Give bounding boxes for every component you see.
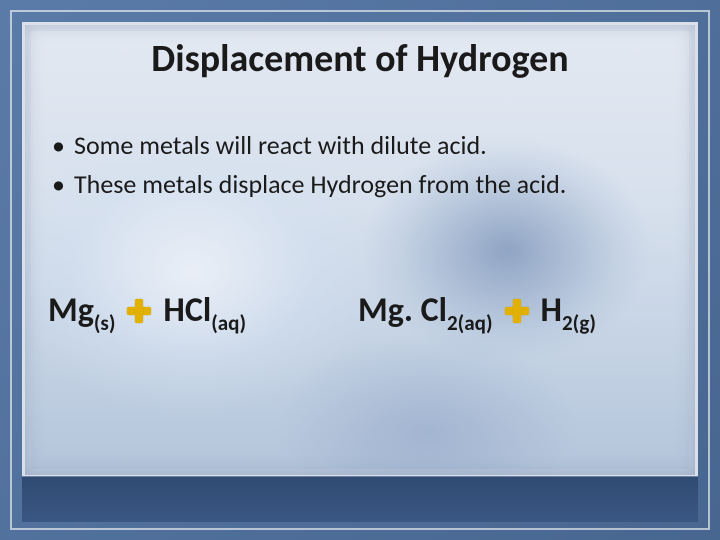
plus-icon [503,297,531,325]
bullet-list: Some metals will react with dilute acid.… [48,128,680,206]
reactant-1: Mg(s) [48,290,115,335]
content-background [22,22,698,478]
state-label: 2(aq) [447,310,493,336]
state-label: (s) [94,310,116,336]
reactant-2: HCl(aq) [163,290,246,335]
formula-text: Mg [48,290,94,331]
state-label: (aq) [211,310,246,336]
slide-title: Displacement of Hydrogen [0,36,720,82]
formula-text: Mg. Cl [358,290,447,331]
footer-bar [22,476,698,522]
formula-text: HCl [163,290,211,331]
slide: Displacement of Hydrogen Some metals wil… [0,0,720,540]
chemical-equation: Mg(s) HCl(aq) Mg. Cl2(aq) H2(g) [48,290,690,335]
bullet-item: Some metals will react with dilute acid. [48,128,680,163]
product-2: H2(g) [541,290,596,335]
product-1: Mg. Cl2(aq) [358,290,493,335]
bullet-item: These metals displace Hydrogen from the … [48,167,680,202]
formula-text: H [541,290,562,331]
state-label: 2(g) [562,310,596,336]
plus-icon [125,297,153,325]
